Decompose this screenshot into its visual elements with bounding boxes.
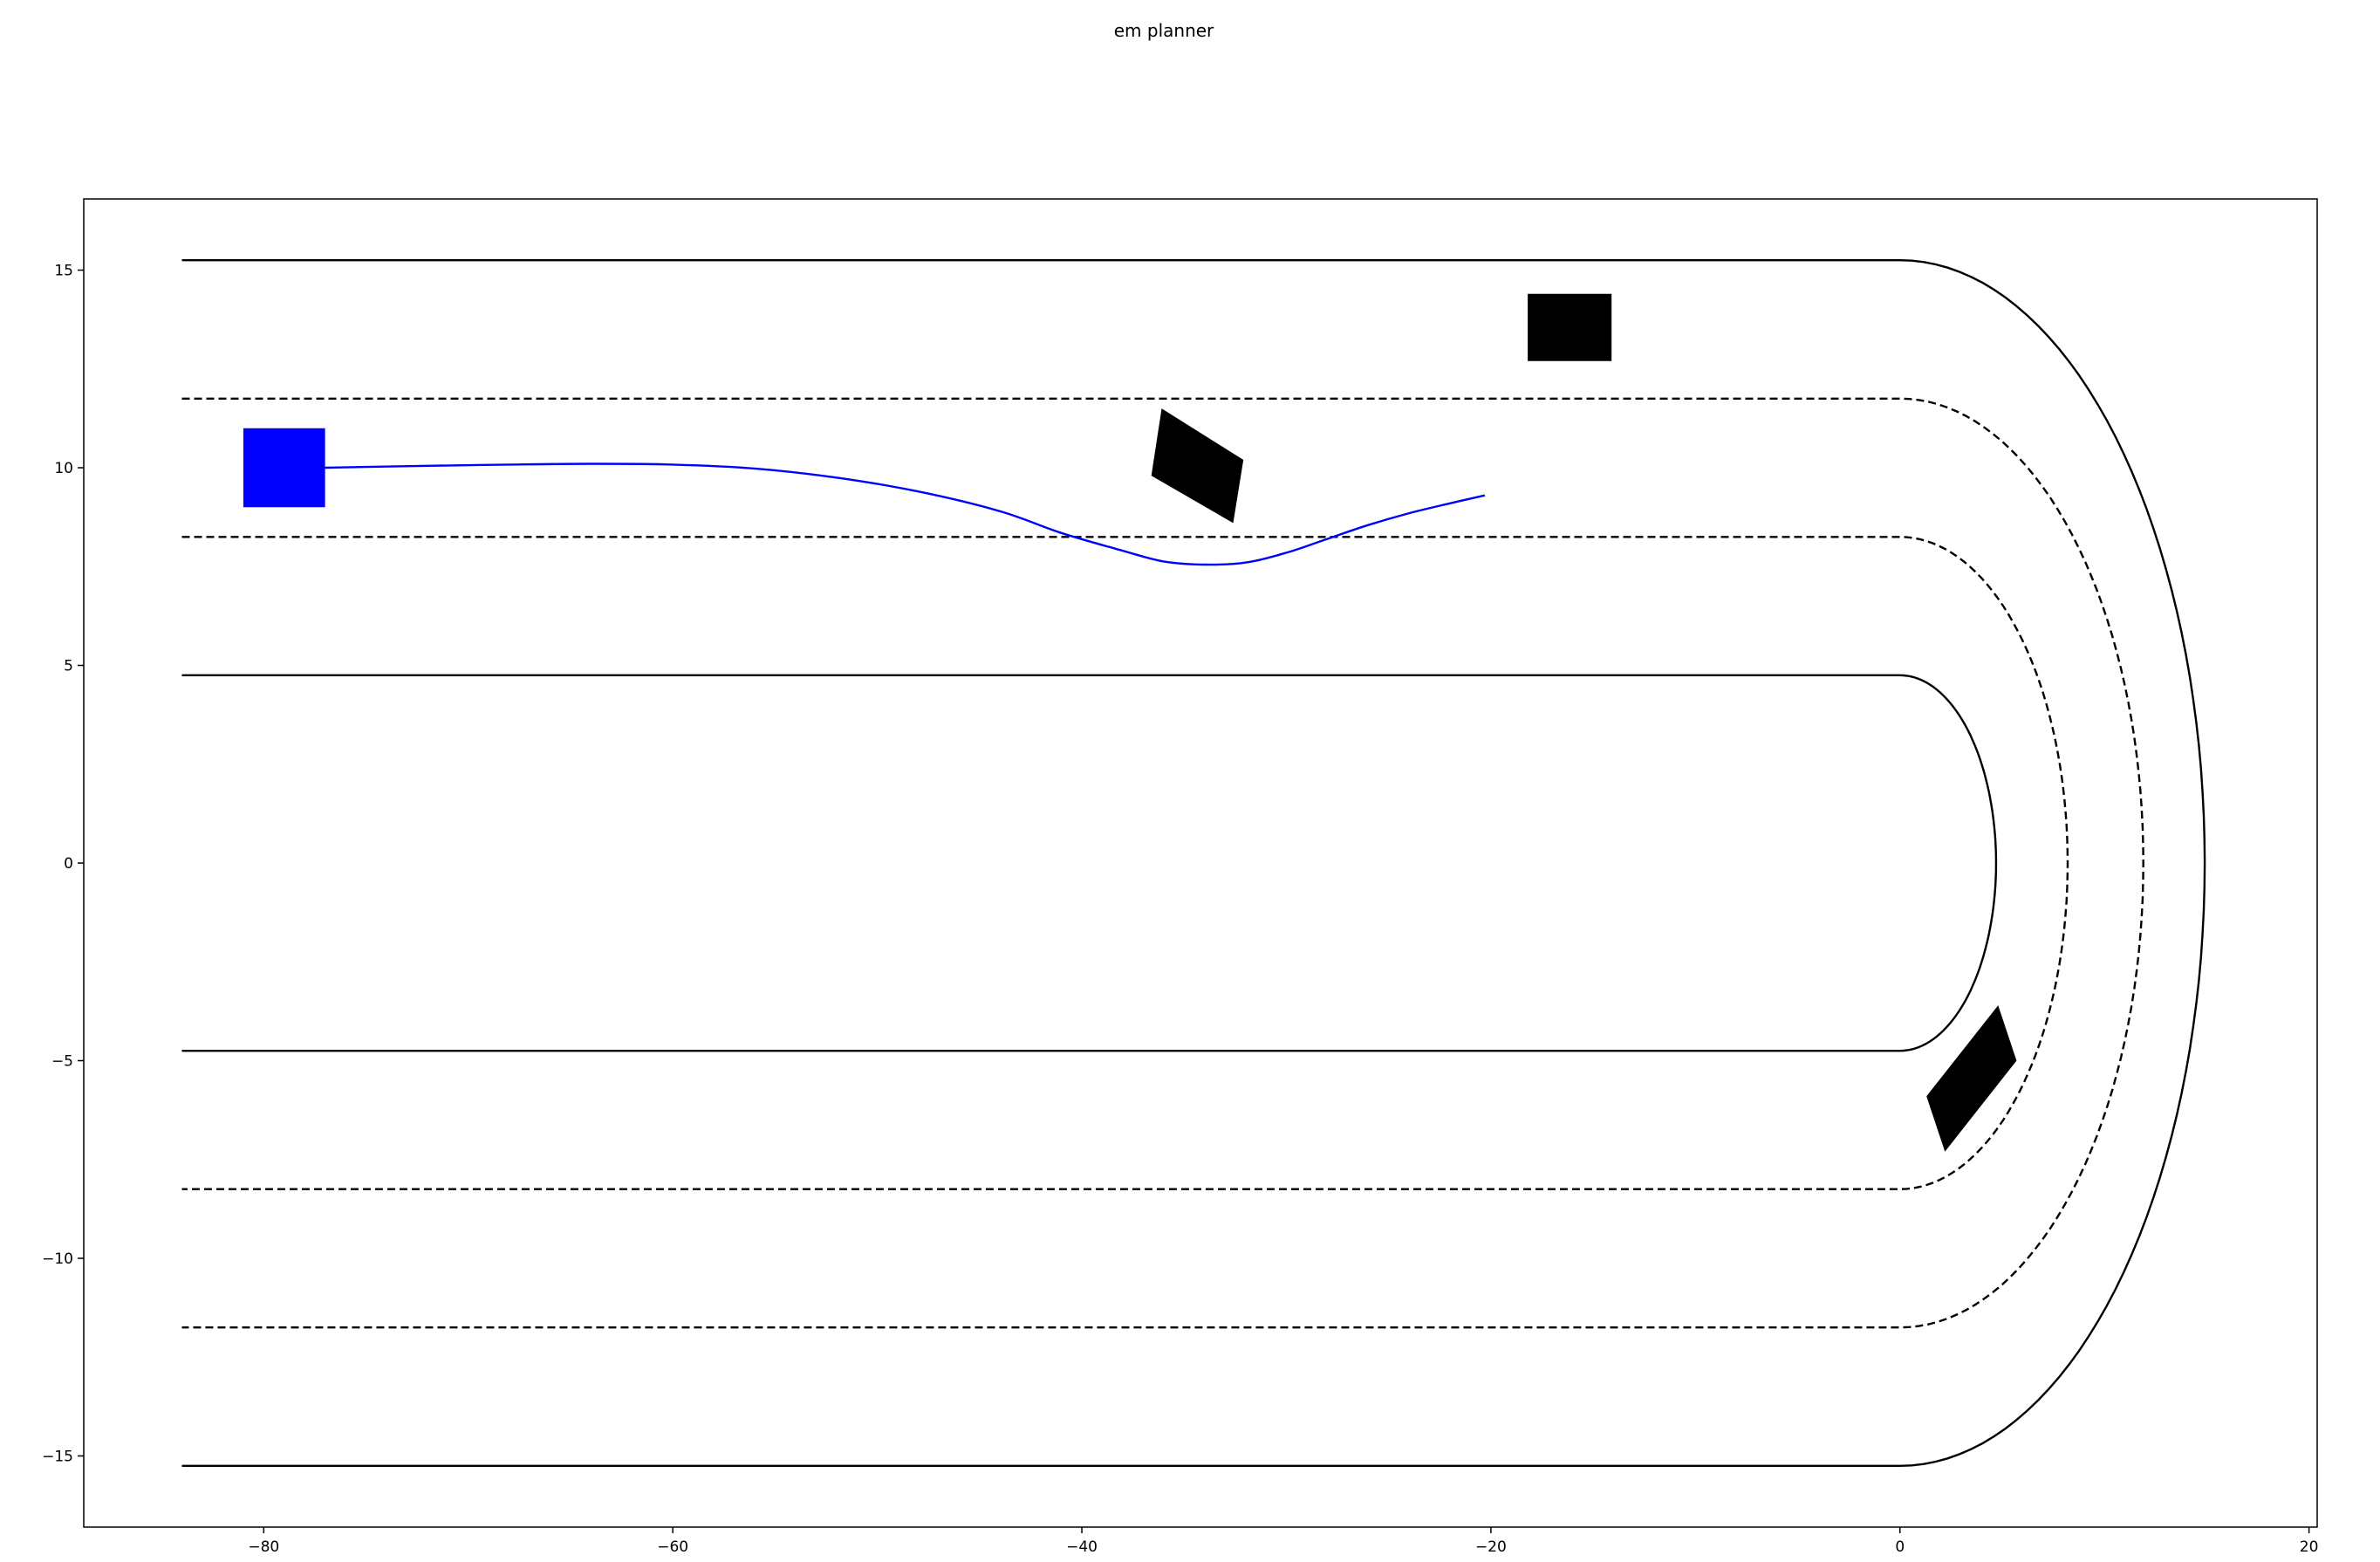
x-axis: −80 −60 −40 −20 0 20 — [248, 1527, 2318, 1556]
road-boundary-1 — [181, 259, 2206, 1467]
obstacle-3 — [1926, 1005, 2017, 1152]
road-layer — [181, 259, 2206, 1467]
road-boundary-2 — [181, 397, 2144, 1329]
chart-title: em planner — [1114, 20, 1214, 41]
y-tick-label: −10 — [42, 1250, 73, 1268]
series-layer — [325, 462, 1486, 566]
x-tick-label: −20 — [1475, 1538, 1507, 1556]
y-tick-label: 0 — [64, 855, 73, 873]
road-boundary-4 — [181, 674, 1998, 1052]
x-tick-label: 0 — [1895, 1538, 1905, 1556]
obstacle-2 — [1151, 408, 1244, 524]
road-boundary-3 — [181, 536, 2069, 1190]
y-tick-label: −5 — [51, 1052, 73, 1070]
y-axis: −15 −10 −5 0 5 10 15 — [42, 263, 84, 1465]
y-tick-label: 10 — [54, 460, 73, 477]
x-tick-label: −80 — [248, 1538, 279, 1556]
ego-vehicle — [243, 428, 325, 508]
y-tick-label: 15 — [54, 263, 73, 280]
x-tick-label: −60 — [657, 1538, 688, 1556]
y-tick-label: −15 — [42, 1448, 73, 1465]
trajectory-line-1 — [325, 462, 1486, 566]
y-tick-label: 5 — [64, 658, 73, 675]
x-tick-label: 20 — [2300, 1538, 2319, 1556]
x-tick-label: −40 — [1066, 1538, 1098, 1556]
obstacle-1 — [1528, 293, 1612, 361]
objects-layer — [243, 293, 2017, 1152]
